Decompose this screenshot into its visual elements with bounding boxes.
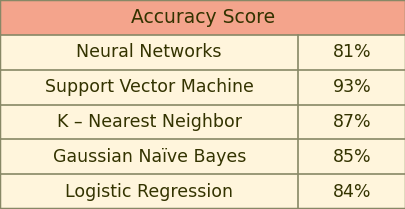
Bar <box>0 0 405 35</box>
Text: 93%: 93% <box>332 78 371 96</box>
Bar <box>0 174 405 209</box>
Bar <box>0 139 405 174</box>
Bar <box>0 104 405 139</box>
Text: Support Vector Machine: Support Vector Machine <box>45 78 253 96</box>
Text: 87%: 87% <box>332 113 371 131</box>
Text: Neural Networks: Neural Networks <box>76 43 222 61</box>
Text: 81%: 81% <box>332 43 371 61</box>
Text: K – Nearest Neighbor: K – Nearest Neighbor <box>57 113 241 131</box>
Text: Logistic Regression: Logistic Regression <box>65 183 232 201</box>
Text: Gaussian Naïve Bayes: Gaussian Naïve Bayes <box>52 148 245 166</box>
Text: 85%: 85% <box>332 148 371 166</box>
Bar <box>0 70 405 104</box>
Text: 84%: 84% <box>332 183 371 201</box>
Bar <box>0 35 405 70</box>
Text: Accuracy Score: Accuracy Score <box>131 8 274 27</box>
